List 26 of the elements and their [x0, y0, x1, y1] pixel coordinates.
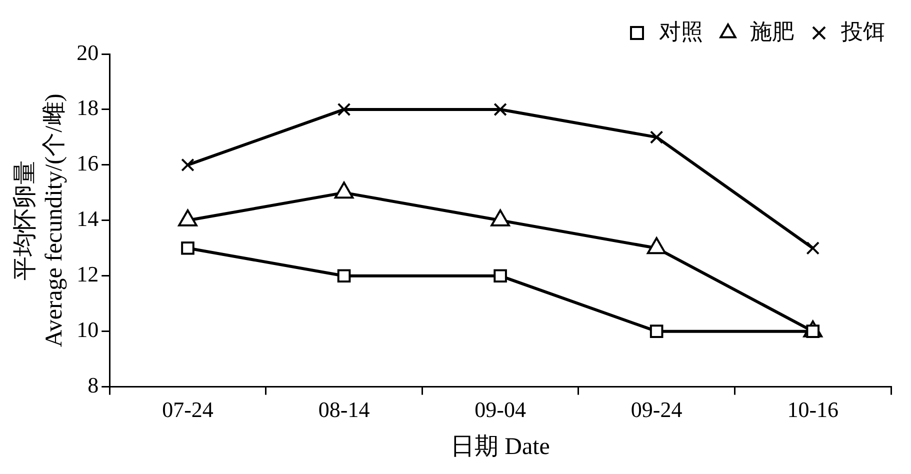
- y-tick-label: 8: [88, 372, 99, 398]
- legend-label: 对照: [659, 18, 703, 44]
- y-tick-label: 10: [76, 317, 99, 342]
- x-tick-label: 09-24: [630, 396, 682, 422]
- point: [337, 102, 351, 116]
- x-tick-label: 10-16: [787, 396, 839, 422]
- y-tick-label: 18: [76, 95, 99, 120]
- x-tick-label: 08-14: [318, 396, 370, 422]
- legend-label: 投饵: [840, 18, 885, 44]
- y-tick-label: 20: [76, 40, 99, 65]
- y-tick-label: 12: [76, 262, 99, 287]
- point: [494, 269, 507, 283]
- x-tick-label: 09-04: [474, 396, 526, 422]
- point: [181, 241, 194, 255]
- y-tick-label: 16: [76, 150, 99, 176]
- point: [494, 102, 507, 116]
- point: [650, 130, 664, 144]
- point: [650, 324, 664, 338]
- x-axis-title: 日期 Date: [450, 434, 550, 460]
- point: [181, 158, 194, 172]
- y-axis-title: 平均怀卵量 Average fecundity/(个/雌): [12, 94, 68, 348]
- point: [806, 241, 820, 255]
- x-tick-label: 07-24: [162, 396, 214, 422]
- point: [337, 269, 351, 283]
- legend-label: 施肥: [750, 18, 794, 44]
- y-tick-label: 14: [76, 206, 99, 232]
